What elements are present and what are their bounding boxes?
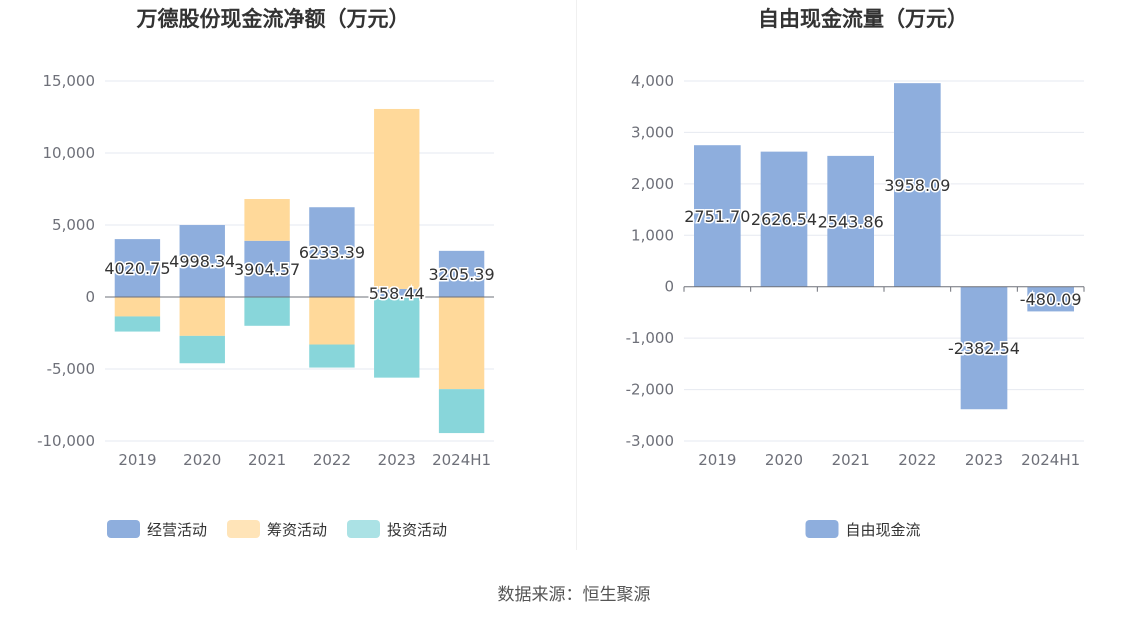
bar-0-2020: [760, 151, 808, 287]
x-tick-label: 2020: [765, 451, 803, 469]
data-label: -2382.54: [948, 339, 1020, 358]
bar-0-2021: [827, 155, 874, 287]
bar-1-2021: [244, 199, 290, 241]
chart-title: 自由现金流量（万元）: [758, 7, 968, 31]
chart-title: 万德股份现金流净额（万元）: [136, 7, 410, 31]
x-tick-label: 2022: [313, 451, 351, 469]
bar-1-2022: [309, 297, 355, 345]
x-tick-label: 2022: [898, 451, 936, 469]
bar-2-2024H1: [438, 389, 485, 434]
y-tick-label: 10,000: [43, 144, 96, 162]
bar-0-2024H1: [438, 250, 485, 297]
bar-0-2019: [694, 145, 741, 287]
bar-0-2020: [179, 225, 225, 297]
y-tick-label: 3,000: [631, 123, 674, 141]
bar-2-2019: [114, 316, 161, 332]
data-label: 4998.34: [169, 252, 235, 271]
bar-1-2020: [179, 297, 225, 336]
x-tick-label: 2023: [378, 451, 416, 469]
y-tick-label: -1,000: [626, 329, 674, 347]
y-tick-label: 4,000: [631, 72, 674, 90]
y-tick-label: 15,000: [43, 72, 96, 90]
data-label: 558.44: [369, 284, 425, 303]
data-label: 3904.57: [234, 260, 300, 279]
bar-1-2024H1: [438, 297, 485, 390]
bar-1-2023: [374, 108, 420, 289]
bar-2-2021: [244, 297, 290, 326]
y-tick-label: 0: [664, 278, 674, 296]
free-cash-flow-chart: 自由现金流量（万元） -3,000 -2,000 -1,000 0 1,000 2,000 3…: [626, 7, 1085, 539]
x-tick-label: 2019: [118, 451, 156, 469]
bar-0-2022: [894, 83, 941, 287]
y-tick-label: 5,000: [52, 216, 95, 234]
bar-0-2022: [309, 207, 355, 297]
data-label: -480.09: [1020, 290, 1082, 309]
legend-label: 经营活动: [147, 521, 207, 539]
bar-2-2022: [309, 344, 355, 368]
x-tick-label: 2023: [965, 451, 1003, 469]
y-tick-label: 2,000: [631, 175, 674, 193]
bar-0-2021: [244, 240, 290, 297]
legend-swatch: [227, 520, 260, 538]
data-label: 2626.54: [751, 210, 817, 229]
data-label: 2543.86: [818, 212, 884, 231]
y-tick-label: -3,000: [626, 432, 674, 450]
x-tick-label: 2021: [248, 451, 286, 469]
legend-label: 投资活动: [387, 521, 447, 539]
panel-divider: [576, 0, 577, 550]
bar-0-2023: [374, 288, 420, 297]
y-tick-label: -5,000: [47, 360, 95, 378]
data-label: 3958.09: [884, 176, 950, 195]
y-tick-label: 1,000: [631, 226, 674, 244]
bar-0-2024H1: [1027, 286, 1074, 312]
bar-2-2023: [374, 297, 420, 378]
legend-swatch: [805, 520, 839, 538]
x-tick-label: 2024H1: [1021, 451, 1080, 469]
y-tick-label: 0: [85, 288, 95, 306]
legend-swatch: [107, 520, 140, 538]
x-tick-label: 2020: [183, 451, 221, 469]
bar-0-2023: [960, 286, 1008, 410]
legend-label: 自由现金流: [846, 521, 921, 539]
legend-swatch: [347, 520, 380, 538]
data-source-note: 数据来源：恒生聚源: [497, 585, 651, 605]
data-label: 4020.75: [104, 259, 170, 278]
data-label: 3205.39: [428, 265, 494, 284]
bar-2-2020: [179, 335, 225, 364]
y-tick-label: -10,000: [37, 432, 95, 450]
data-label: 6233.39: [299, 243, 365, 262]
cash-flow-net-chart: 万德股份现金流净额（万元） -10,000 -5,000 0 5,000 10,000 15…: [37, 7, 496, 539]
y-tick-label: -2,000: [626, 381, 674, 399]
bar-1-2019: [114, 297, 161, 317]
data-label: 2751.70: [684, 207, 750, 226]
x-tick-label: 2021: [832, 451, 870, 469]
x-tick-label: 2019: [698, 451, 736, 469]
x-tick-label: 2024H1: [432, 451, 491, 469]
legend-label: 筹资活动: [267, 521, 327, 539]
bar-0-2019: [114, 239, 161, 297]
